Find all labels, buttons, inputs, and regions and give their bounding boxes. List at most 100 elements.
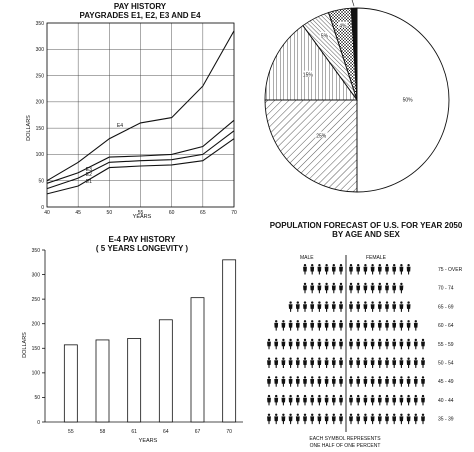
male-symbol	[310, 394, 315, 406]
pie-slice-label: 25%	[316, 133, 327, 139]
male-symbol	[295, 338, 300, 350]
male-symbol	[303, 394, 307, 406]
female-symbol	[392, 376, 397, 387]
pyramid-age-label: 75 - OVER	[438, 267, 463, 273]
female-symbol	[385, 394, 389, 406]
line-chart-x-tick: 55	[138, 210, 144, 216]
pyramid-row: 40 - 44	[267, 394, 454, 406]
male-symbol	[310, 264, 315, 275]
female-symbol	[385, 282, 389, 294]
female-symbol	[399, 320, 404, 331]
female-symbol	[413, 413, 418, 425]
male-symbol	[331, 301, 336, 312]
female-symbol	[392, 394, 397, 406]
male-symbol	[295, 376, 300, 387]
pyramid-age-label: 50 - 54	[438, 361, 454, 367]
male-symbol	[310, 338, 315, 350]
male-symbol	[310, 357, 315, 368]
bar-chart-x-tick: 61	[131, 429, 137, 435]
male-symbol	[324, 338, 329, 350]
male-symbol	[324, 413, 329, 425]
female-symbol	[421, 413, 425, 425]
female-symbol	[356, 320, 361, 331]
line-chart-x-tick: 70	[231, 210, 237, 216]
pie-slice-label: 1%	[350, 0, 358, 1]
male-symbol	[317, 357, 322, 368]
male-symbol	[303, 264, 307, 275]
line-chart-x-tick: 40	[44, 210, 50, 216]
male-symbol	[324, 376, 329, 387]
female-symbol	[356, 264, 361, 275]
female-symbol	[377, 394, 382, 406]
male-symbol	[281, 376, 286, 387]
bar-chart-y-ticks: 0 50 100 150 200 250 300 350	[32, 248, 45, 426]
male-symbol	[303, 376, 307, 387]
male-symbol	[281, 394, 286, 406]
pyramid-row: 65 - 69	[288, 301, 454, 312]
pyramid-row: 75 - OVER	[303, 264, 463, 275]
line-chart-y-tick: 150	[36, 126, 45, 132]
line-series-e1	[46, 138, 235, 195]
male-symbol	[281, 320, 286, 331]
male-symbol	[288, 376, 293, 387]
pyramid-row: 35 - 39	[267, 413, 454, 425]
male-symbol	[317, 394, 322, 406]
pyramid-note-line-2: ONE HALF OF ONE PERCENT	[310, 443, 381, 449]
male-symbol	[331, 282, 336, 294]
female-symbol	[406, 338, 411, 350]
female-symbol	[356, 301, 361, 312]
bar-67	[190, 297, 205, 423]
line-series-label: E4	[117, 123, 123, 129]
pyramid-age-label: 70 - 74	[438, 286, 454, 292]
female-symbol	[399, 264, 404, 275]
female-symbol	[356, 338, 361, 350]
male-symbol	[331, 376, 336, 387]
bar-chart-y-tick: 350	[32, 248, 41, 254]
male-symbol	[274, 394, 279, 406]
female-symbol	[392, 301, 397, 312]
line-chart-y-ticks: 0 50 100 150 200 250 300 350	[36, 21, 45, 211]
female-symbol	[349, 320, 353, 331]
bar-chart-y-tick: 150	[32, 346, 41, 352]
female-symbol	[377, 264, 382, 275]
male-symbol	[324, 357, 329, 368]
pie-slice	[264, 24, 358, 101]
line-series-e4	[46, 30, 235, 182]
female-symbol	[363, 301, 368, 312]
female-symbol	[406, 301, 411, 312]
female-symbol	[406, 413, 411, 425]
male-symbol	[324, 301, 329, 312]
male-symbol	[317, 301, 322, 312]
female-symbol	[356, 394, 361, 406]
male-symbol	[339, 338, 343, 350]
female-symbol	[377, 357, 382, 368]
male-symbol	[310, 376, 315, 387]
pie-label-bg	[301, 70, 315, 77]
female-symbol	[377, 338, 382, 350]
female-symbol	[363, 264, 368, 275]
line-chart-y-tick: 300	[36, 47, 45, 53]
population-forecast-chart: POPULATION FORECAST OF U.S. FOR YEAR 205…	[267, 221, 463, 449]
line-series-e3	[46, 119, 235, 184]
pie-slice-label: 5%	[321, 34, 329, 40]
female-symbol	[385, 338, 389, 350]
female-symbol	[406, 376, 411, 387]
bar-chart-x-label: YEARS	[139, 438, 158, 444]
female-symbol	[377, 320, 382, 331]
female-symbol	[363, 394, 368, 406]
male-symbol	[339, 320, 343, 331]
bar-chart-axes	[44, 250, 243, 423]
bar-chart-bars	[63, 259, 237, 423]
bar-chart-x-tick: 70	[226, 429, 232, 435]
male-symbol	[295, 357, 300, 368]
male-symbol	[267, 376, 271, 387]
female-symbol	[349, 282, 353, 294]
male-symbol	[331, 320, 336, 331]
line-chart-y-tick: 0	[41, 205, 44, 211]
male-symbol	[267, 338, 271, 350]
male-symbol	[274, 320, 279, 331]
male-symbol	[331, 413, 336, 425]
line-chart-subtitle: PAYGRADES E1, E2, E3 AND E4	[79, 11, 201, 20]
male-symbol	[288, 394, 293, 406]
female-symbol	[349, 338, 353, 350]
